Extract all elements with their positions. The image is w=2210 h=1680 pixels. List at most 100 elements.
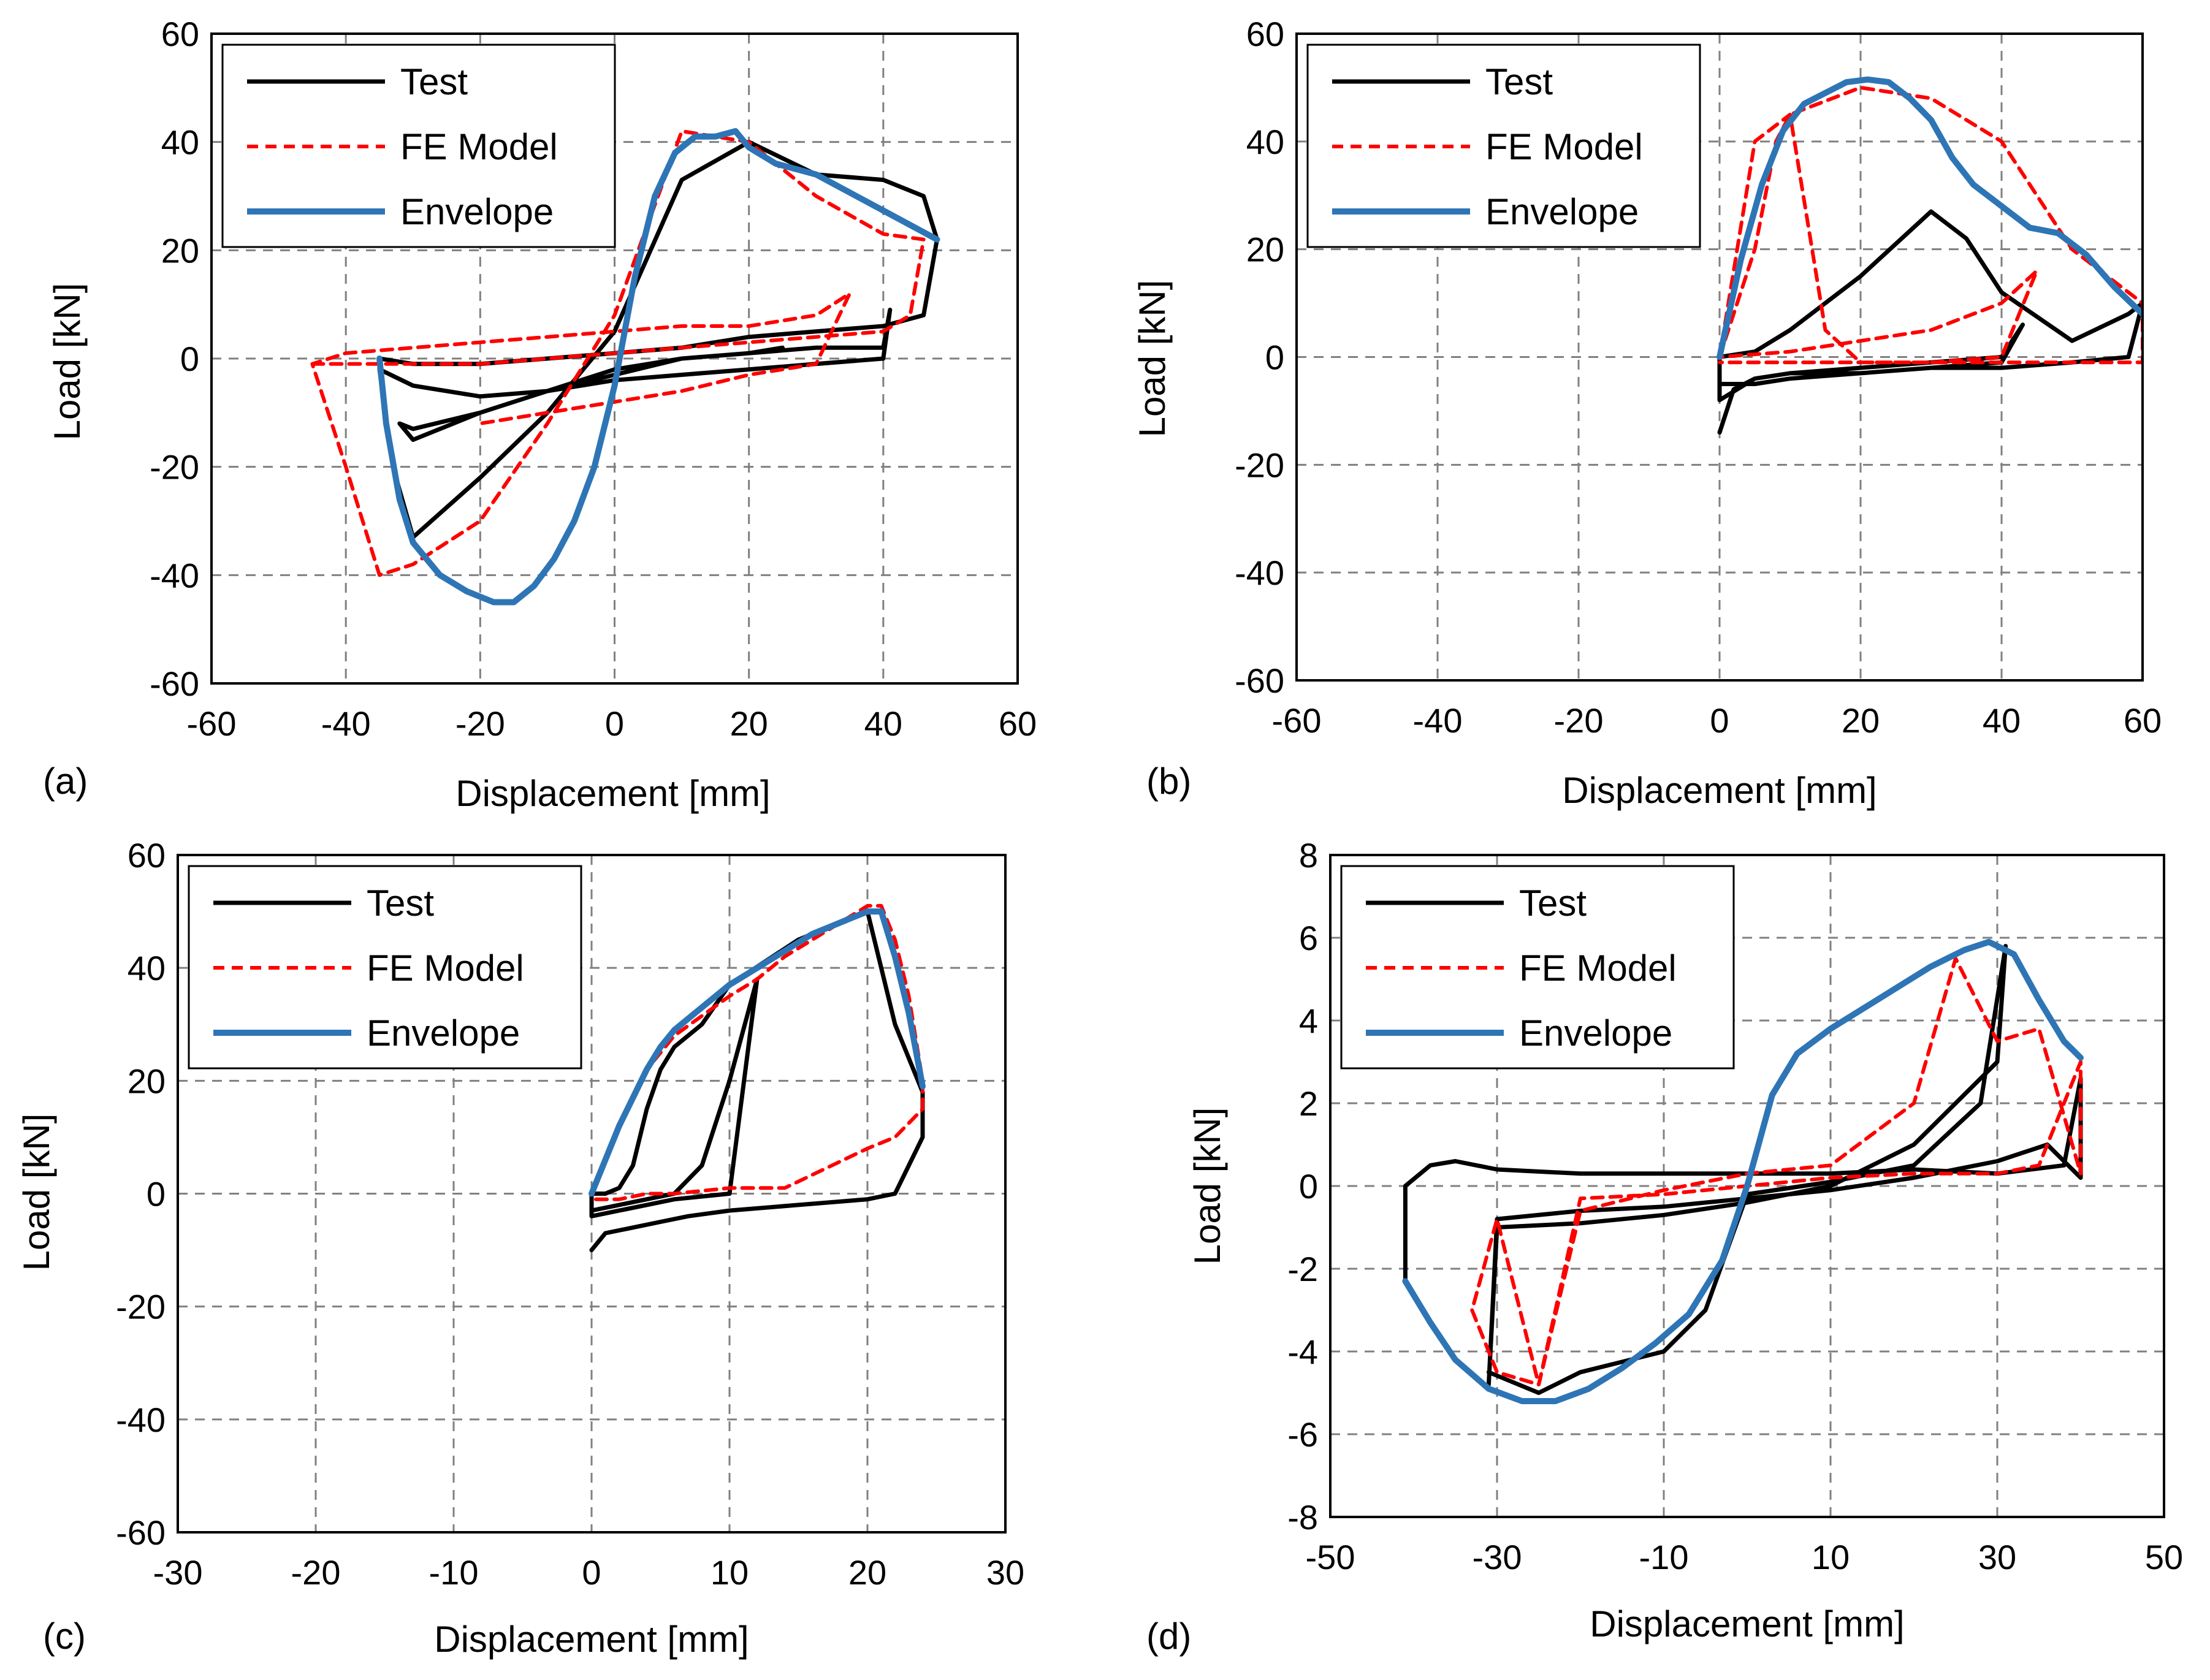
series-line-test: [1717, 209, 2143, 435]
y-tick-label: 0: [1265, 338, 1284, 377]
y-tick-label: 60: [128, 836, 166, 875]
x-tick-label: 60: [2124, 701, 2162, 740]
x-tick-label: 20: [848, 1553, 886, 1592]
chart-panel-4: -50 -30 -10 10 30 50 -8 -6 -4 -2 0 2 4 6 8 Displacement…: [1146, 836, 2183, 1657]
y-axis-label: Load [kN]: [1187, 1108, 1228, 1265]
legend-label-envelope: Envelope: [400, 191, 554, 232]
y-tick-label: 60: [161, 15, 199, 53]
panel-label: (b): [1146, 761, 1191, 802]
x-axis-label: Displacement [mm]: [1562, 770, 1877, 811]
y-tick-label: 60: [1246, 15, 1284, 53]
x-tick-label: -20: [455, 704, 505, 743]
y-tick-label: 2: [1299, 1084, 1318, 1123]
x-tick-label: -40: [1413, 701, 1463, 740]
y-axis-label: Load [kN]: [1132, 280, 1173, 438]
x-axis-label: Displacement [mm]: [1590, 1603, 1904, 1644]
x-tick-label: -40: [321, 704, 371, 743]
y-axis-label: Load [kN]: [47, 283, 88, 441]
series-line-envelope: [1402, 938, 2084, 1404]
y-tick-label: -2: [1287, 1250, 1318, 1288]
x-axis-label: Displacement [mm]: [434, 1619, 749, 1660]
y-tick-label: -60: [116, 1513, 166, 1552]
plot-frame: [1295, 32, 2144, 682]
x-tick-label: 40: [1983, 701, 2021, 740]
y-axis-label: Load [kN]: [16, 1114, 57, 1271]
x-tick-label: 0: [605, 704, 624, 743]
y-tick-label: -20: [116, 1288, 166, 1326]
y-tick-label: -6: [1287, 1415, 1318, 1454]
x-tick-label: -10: [1639, 1538, 1689, 1576]
x-tick-label: 30: [986, 1553, 1024, 1592]
y-tick-label: 40: [1246, 123, 1284, 161]
y-tick-label: -60: [1235, 661, 1284, 700]
series-line-envelope: [589, 908, 926, 1197]
x-axis-label: Displacement [mm]: [455, 773, 770, 814]
plot-frame: [177, 854, 1007, 1534]
y-tick-label: 20: [161, 231, 199, 270]
legend-label-envelope: Envelope: [367, 1013, 520, 1054]
x-tick-label: 20: [1842, 701, 1880, 740]
panel-label: (c): [43, 1616, 86, 1657]
plot-frame: [210, 32, 1019, 685]
x-tick-label: 0: [582, 1553, 601, 1592]
plot-frame: [1329, 854, 2165, 1518]
series-line-test: [377, 140, 939, 539]
legend-label-test: Test: [1485, 61, 1553, 102]
series-line-fe-model: [310, 129, 926, 577]
series-line-test: [1403, 944, 2083, 1395]
series-line-fe-model: [1718, 85, 2143, 365]
legend: Test FE Model Envelope: [221, 44, 616, 248]
chart-panel-2: -60 -40 -20 0 20 40 60 -60 -40 -20 0 20 40 60 Displace…: [1132, 15, 2162, 811]
legend: Test FE Model Envelope: [188, 865, 582, 1070]
x-tick-label: -50: [1306, 1538, 1355, 1576]
legend: Test FE Model Envelope: [1340, 865, 1735, 1070]
y-tick-label: -60: [150, 664, 199, 703]
chart-panel-3: -30 -20 -10 0 10 20 30 -60 -40 -20 0 20 40 60 Displace…: [16, 836, 1024, 1660]
series-line-test: [589, 909, 925, 1253]
y-tick-label: 20: [128, 1062, 166, 1100]
panel-label: (a): [43, 761, 88, 802]
y-tick-label: -40: [150, 556, 199, 595]
x-tick-label: -60: [1272, 701, 1322, 740]
y-tick-label: -40: [1235, 553, 1284, 592]
y-tick-label: 4: [1299, 1002, 1318, 1040]
legend-label-fe-model: FE Model: [1485, 126, 1643, 167]
legend: Test FE Model Envelope: [1306, 44, 1701, 248]
x-tick-label: 10: [711, 1553, 749, 1592]
chart-panel-1: -60 -40 -20 0 20 40 60 -60 -40 -20 0 20 40 60 Displace…: [43, 15, 1037, 814]
x-tick-label: -60: [187, 704, 237, 743]
x-tick-label: -20: [291, 1553, 341, 1592]
legend-label-test: Test: [400, 61, 468, 102]
panel-label: (d): [1146, 1616, 1191, 1657]
x-tick-label: 40: [864, 704, 902, 743]
x-tick-label: 10: [1812, 1538, 1850, 1576]
y-tick-label: 40: [128, 949, 166, 987]
y-tick-label: -20: [150, 448, 199, 487]
x-tick-label: -30: [153, 1553, 203, 1592]
legend-label-envelope: Envelope: [1519, 1013, 1672, 1054]
y-tick-label: 0: [1299, 1167, 1318, 1206]
y-tick-label: -40: [116, 1401, 166, 1439]
series-line-envelope: [376, 128, 940, 606]
x-tick-label: 60: [999, 704, 1037, 743]
series-line-fe-model: [1470, 956, 2082, 1386]
legend-label-test: Test: [367, 883, 434, 924]
x-tick-label: -10: [429, 1553, 479, 1592]
series-line-envelope: [1717, 76, 2143, 360]
x-tick-label: -20: [1554, 701, 1604, 740]
x-tick-label: -30: [1473, 1538, 1522, 1576]
y-tick-label: -8: [1287, 1498, 1318, 1537]
y-tick-label: 20: [1246, 230, 1284, 269]
legend-label-fe-model: FE Model: [400, 126, 558, 167]
y-tick-label: 6: [1299, 919, 1318, 957]
legend-label-fe-model: FE Model: [367, 948, 524, 989]
x-tick-label: 30: [1978, 1538, 2016, 1576]
legend-label-envelope: Envelope: [1485, 191, 1639, 232]
y-tick-label: 0: [147, 1175, 166, 1214]
legend-label-fe-model: FE Model: [1519, 948, 1677, 989]
y-tick-label: -20: [1235, 446, 1284, 484]
x-tick-label: 0: [1710, 701, 1729, 740]
y-tick-label: 8: [1299, 836, 1318, 875]
series-line-fe-model: [590, 903, 924, 1201]
y-tick-label: -4: [1287, 1332, 1318, 1371]
